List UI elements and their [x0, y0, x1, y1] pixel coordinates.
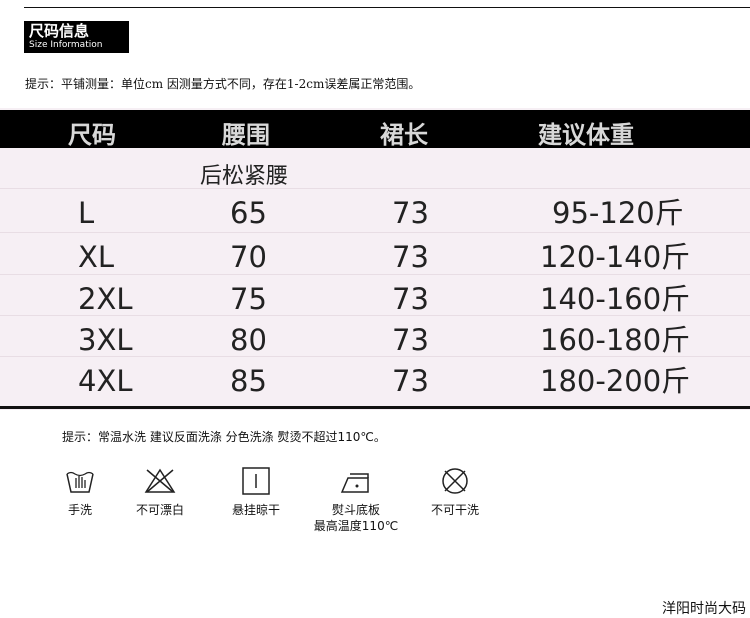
no-bleach-icon	[144, 468, 176, 493]
hand-wash-icon	[66, 471, 94, 493]
care-iron: 熨斗底板 最高温度110℃	[306, 466, 406, 534]
top-divider	[24, 7, 750, 8]
care-tip: 提示：常温水洗 建议反面洗涤 分色洗涤 熨烫不超过110℃。	[62, 430, 386, 444]
size-info-badge: 尺码信息 Size Information	[24, 21, 129, 53]
table-header: 尺码 腰围 裙长 建议体重	[0, 110, 750, 149]
weight-cell: 180-200斤	[540, 364, 691, 398]
weight-cell: 120-140斤	[540, 240, 691, 274]
length-cell: 73	[392, 364, 429, 398]
title-cn: 尺码信息	[29, 22, 90, 40]
iron-icon	[340, 473, 369, 493]
brand-watermark: 洋阳时尚大码	[662, 601, 746, 617]
weight-cell: 95-120斤	[552, 196, 684, 230]
care-hang-dry: 悬挂晾干	[206, 466, 306, 518]
waist-note: 后松紧腰	[200, 164, 289, 189]
length-cell: 73	[392, 282, 429, 316]
care-no-bleach: 不可漂白	[110, 466, 210, 518]
col-weight: 建议体重	[538, 121, 634, 149]
waist-cell: 75	[230, 282, 267, 316]
weight-cell: 160-180斤	[540, 323, 691, 357]
col-size: 尺码	[68, 121, 116, 149]
size-cell: XL	[78, 240, 115, 274]
col-length: 裙长	[380, 121, 428, 149]
hang-dry-icon	[242, 467, 270, 495]
waist-cell: 85	[230, 364, 267, 398]
col-waist: 腰围	[222, 121, 270, 149]
measure-tip: 提示：平铺测量：单位cm 因测量方式不同，存在1-2cm误差属正常范围。	[25, 77, 421, 91]
length-cell: 73	[392, 323, 429, 357]
care-no-dry-clean: 不可干洗	[405, 466, 505, 518]
title-en: Size Information	[29, 40, 103, 50]
waist-cell: 65	[230, 196, 267, 230]
table-bottom-line	[0, 406, 750, 409]
no-dry-clean-icon	[442, 468, 468, 494]
size-cell: L	[78, 196, 95, 230]
size-cell: 3XL	[78, 323, 133, 357]
waist-cell: 80	[230, 323, 267, 357]
size-table: 尺码 腰围 裙长 建议体重 后松紧腰 L 65 73 95-120斤 XL 70 73 120…	[0, 108, 750, 410]
weight-cell: 140-160斤	[540, 282, 691, 316]
size-cell: 2XL	[78, 282, 133, 316]
care-hand-wash: 手洗	[30, 466, 130, 518]
length-cell: 73	[392, 196, 429, 230]
length-cell: 73	[392, 240, 429, 274]
size-cell: 4XL	[78, 364, 133, 398]
waist-cell: 70	[230, 240, 267, 274]
